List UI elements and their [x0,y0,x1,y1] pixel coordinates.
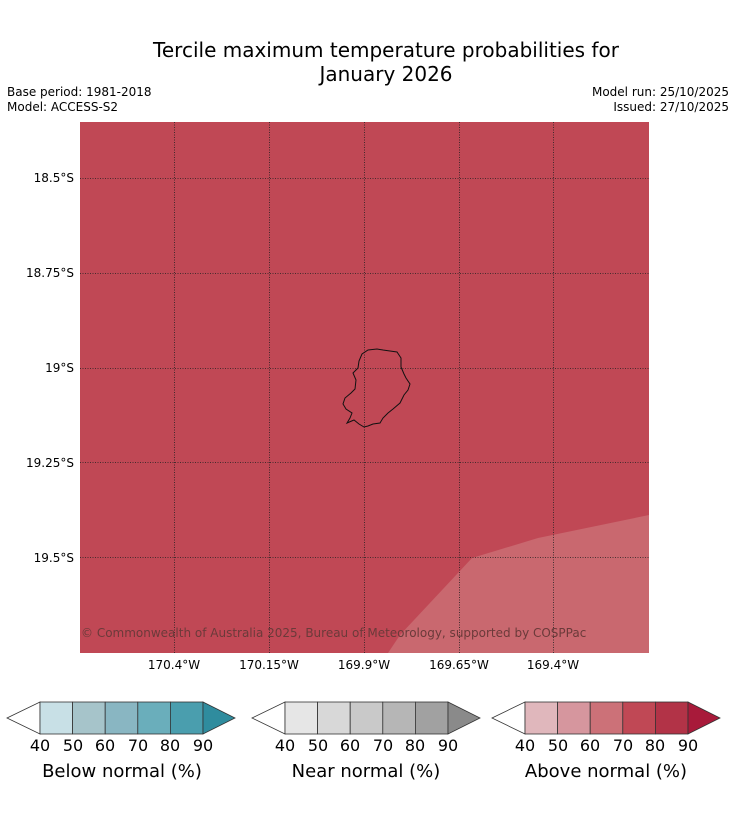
lat-label-3: 19°S [45,361,74,375]
lon-label-3: 169.9°W [337,658,391,672]
tick-label: 40 [514,736,536,755]
tick-label: 60 [579,736,601,755]
model-name: Model: ACCESS-S2 [7,100,119,114]
tick-label: 60 [339,736,361,755]
colorbar-over-arrow [447,701,481,735]
colorbar-cell [622,701,656,735]
map-panel[interactable] [80,122,649,653]
map-title: Tercile maximum temperature probabilitie… [0,38,736,86]
tick-label: 70 [372,736,394,755]
colorbar-cell [414,701,449,735]
title-line-2: January 2026 [319,62,453,86]
colorbar-cell [349,701,384,735]
meta-right: Model run: 25/10/2025 Issued: 27/10/2025 [592,85,729,115]
lat-label-5: 19.5°S [33,551,74,565]
colorbar-below-label: Below normal (%) [42,761,202,782]
colorbar-above-label: Above normal (%) [524,761,688,782]
lon-label-5: 169.4°W [526,658,580,672]
colorbar-cell [524,701,558,735]
model-run: Model run: 25/10/2025 [591,85,729,99]
meta-left: Base period: 1981-2018 Model: ACCESS-S2 [7,85,152,115]
colorbar-above-normal [491,701,721,735]
lat-label-1: 18.5°S [33,171,74,185]
colorbar-cell [137,701,171,735]
tick-label: 80 [159,736,181,755]
lat-label-2: 18.75°S [26,266,74,280]
colorbar-over-arrow [687,701,721,735]
colorbar-cell [104,701,139,735]
island-coastline [342,348,411,428]
tick-label: 50 [547,736,569,755]
colorbar-cell [589,701,624,735]
colorbar-cell [169,701,204,735]
title-line-1: Tercile maximum temperature probabilitie… [153,38,619,62]
base-period: Base period: 1981-2018 [7,85,152,99]
colorbar-under-arrow [6,701,41,735]
colorbar-over-arrow [202,701,236,735]
tick-label: 50 [307,736,329,755]
issued-date: Issued: 27/10/2025 [613,100,729,114]
colorbar-cell [382,701,416,735]
colorbar-cell [284,701,318,735]
lon-label-2: 170.15°W [239,658,299,672]
tick-label: 90 [437,736,459,755]
tick-label: 90 [677,736,699,755]
colorbar-cell [557,701,591,735]
tick-label: 90 [192,736,214,755]
colorbar-under-arrow [251,701,286,735]
colorbar-near-normal [251,701,481,735]
lon-label-4: 169.65°W [429,658,489,672]
map-canvas [80,122,649,653]
colorbar-cell [72,701,106,735]
colorbar-under-arrow [491,701,526,735]
tick-label: 70 [127,736,149,755]
lat-label-4: 19.25°S [26,456,74,470]
tick-label: 70 [612,736,634,755]
tick-label: 80 [644,736,666,755]
colorbar-near-label: Near normal (%) [291,761,441,782]
colorbar-cell [654,701,689,735]
tick-label: 40 [274,736,296,755]
lon-label-1: 170.4°W [147,658,201,672]
tick-label: 80 [404,736,426,755]
colorbar-cell [317,701,351,735]
graticule [80,122,649,653]
tick-label: 50 [62,736,84,755]
colorbar-cell [39,701,73,735]
colorbar-below-normal [6,701,236,735]
probability-fill-lower-right [388,515,649,653]
tick-label: 40 [29,736,51,755]
tick-label: 60 [94,736,116,755]
copyright-notice: © Commonwealth of Australia 2025, Bureau… [81,626,587,640]
